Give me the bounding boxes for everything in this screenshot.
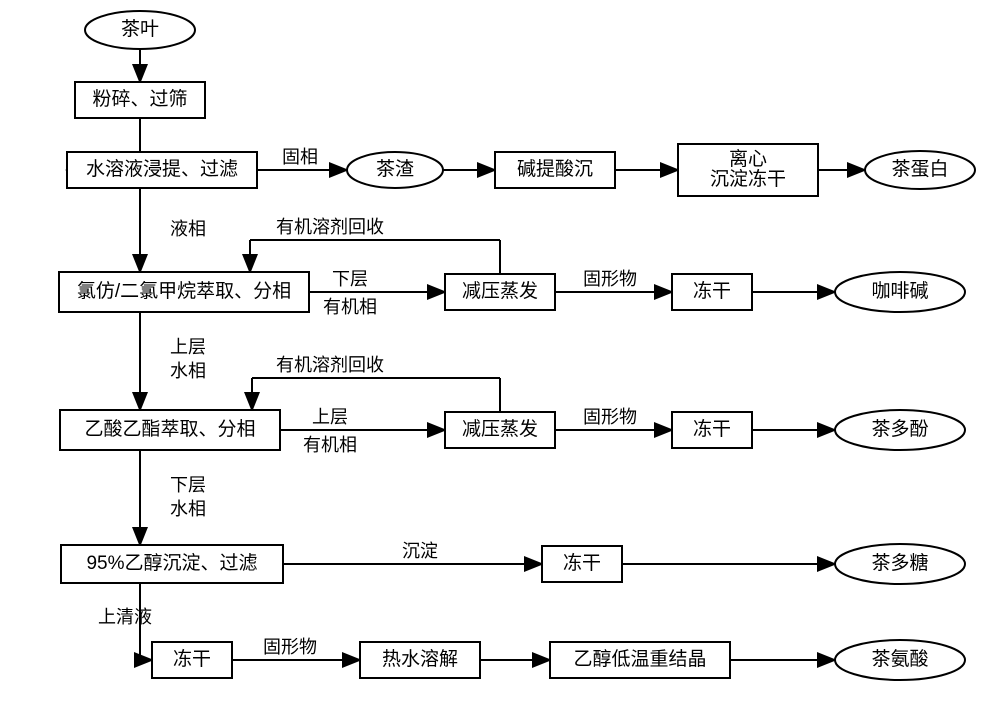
edge-label: 水相	[170, 361, 206, 381]
n_recryst-label: 乙醇低温重结晶	[573, 648, 706, 670]
edge-label: 下层	[170, 475, 206, 495]
n_evap2-label: 减压蒸发	[462, 418, 538, 440]
n_etoac-label: 乙酸乙酯萃取、分相	[84, 418, 255, 440]
n_alkali-label: 碱提酸沉	[517, 158, 593, 180]
edge-label: 有机相	[303, 435, 357, 455]
n_tea-label: 茶叶	[121, 18, 159, 40]
n_polysac-label: 茶多糖	[871, 552, 928, 574]
n_cent-label: 沉淀冻干	[710, 168, 786, 190]
n_hot-label: 热水溶解	[382, 648, 458, 670]
edge-label: 固相	[282, 147, 318, 167]
edge-label: 固形物	[263, 637, 317, 657]
edge-label: 有机溶剂回收	[276, 355, 384, 375]
edge-label: 液相	[170, 219, 206, 239]
edge-label: 固形物	[583, 407, 637, 427]
n_poly-label: 茶多酚	[871, 418, 928, 440]
edge-label: 沉淀	[402, 541, 438, 561]
edge-label: 上层	[170, 337, 206, 357]
n_grind-label: 粉碎、过筛	[92, 88, 187, 110]
edge-label: 下层	[332, 269, 368, 289]
n_etoh-label: 95%乙醇沉淀、过滤	[86, 552, 257, 574]
edge-label: 固形物	[583, 269, 637, 289]
n_dry2-label: 冻干	[693, 418, 731, 440]
n_theanine-label: 茶氨酸	[871, 648, 928, 670]
n_caff-label: 咖啡碱	[871, 280, 928, 302]
n_chcl-label: 氯仿/二氯甲烷萃取、分相	[77, 280, 291, 302]
n_residue-label: 茶渣	[376, 158, 414, 180]
n_cent-label: 离心	[729, 148, 767, 170]
edge-label: 水相	[170, 499, 206, 519]
edge-label: 有机相	[323, 297, 377, 317]
n_aq-label: 水溶液浸提、过滤	[86, 158, 238, 180]
flowchart: 茶叶粉碎、过筛水溶液浸提、过滤茶渣碱提酸沉离心沉淀冻干茶蛋白氯仿/二氯甲烷萃取、…	[0, 0, 1000, 710]
n_protein-label: 茶蛋白	[891, 158, 948, 180]
edge-label: 上清液	[98, 607, 152, 627]
edge-label: 上层	[312, 407, 348, 427]
n_dry3-label: 冻干	[563, 552, 601, 574]
n_dry1-label: 冻干	[693, 280, 731, 302]
n_evap1-label: 减压蒸发	[462, 280, 538, 302]
n_dry4-label: 冻干	[173, 648, 211, 670]
edge-label: 有机溶剂回收	[276, 217, 384, 237]
